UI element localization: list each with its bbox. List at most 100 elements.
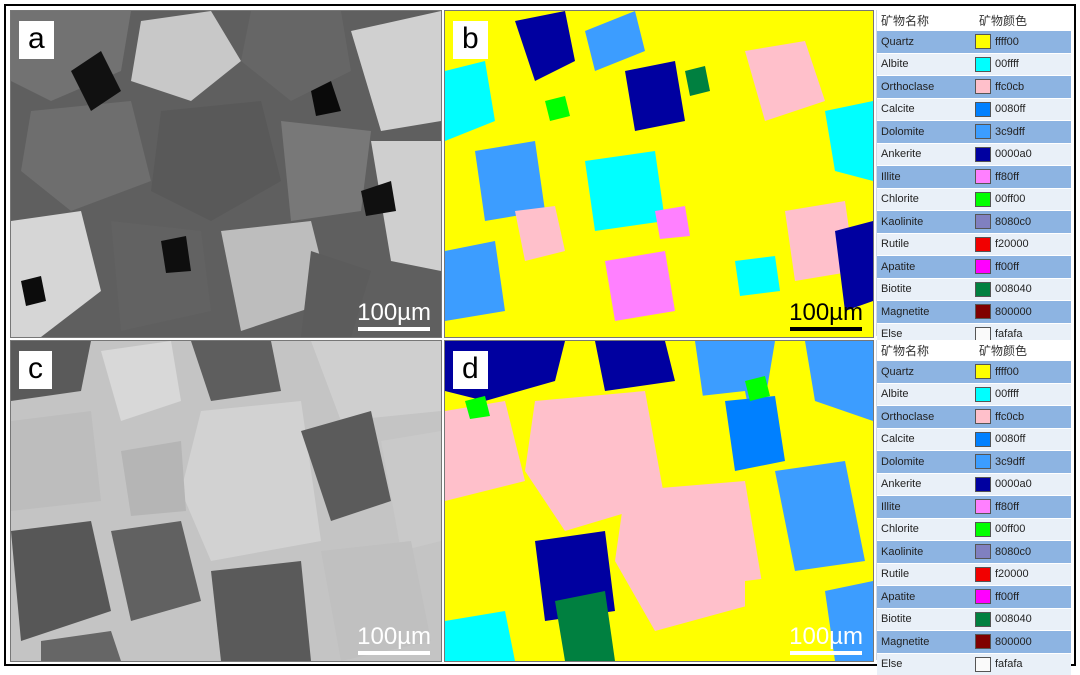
legend-header: 矿物名称 矿物颜色 xyxy=(877,10,1071,30)
legend-color-code: 0000a0 xyxy=(995,478,1032,490)
legend-color-swatch xyxy=(975,147,991,162)
legend-color-code: ffff00 xyxy=(995,366,1019,378)
legend-color-code: f20000 xyxy=(995,568,1029,580)
legend-color-swatch xyxy=(975,124,991,139)
legend-color-code: 8080c0 xyxy=(995,216,1031,228)
legend-color-swatch xyxy=(975,102,991,117)
panel-label-a: a xyxy=(19,21,54,59)
panel-label-b: b xyxy=(453,21,488,59)
legend-color-swatch xyxy=(975,499,991,514)
panel-a-sem-image: a 100µm xyxy=(10,10,442,338)
scale-bar-line-c xyxy=(358,651,430,655)
legend-mineral-name: Apatite xyxy=(877,261,975,273)
legend-color-swatch xyxy=(975,282,991,297)
legend-row-ankerite: Ankerite 0000a0 xyxy=(877,473,1071,496)
legend-mineral-name: Albite xyxy=(877,58,975,70)
legend-color-code: 0080ff xyxy=(995,433,1025,445)
scale-bar-text-b: 100µm xyxy=(789,300,863,326)
scale-bar-a: 100µm xyxy=(357,300,431,331)
mineral-grains-d xyxy=(445,341,873,661)
legend-mineral-name: Else xyxy=(877,658,975,670)
legend-mineral-name: Dolomite xyxy=(877,126,975,138)
legend-row-dolomite: Dolomite 3c9dff xyxy=(877,120,1071,143)
legend-mineral-name: Calcite xyxy=(877,433,975,445)
legend-header: 矿物名称 矿物颜色 xyxy=(877,340,1071,360)
scale-bar-b: 100µm xyxy=(789,300,863,331)
legend-mineral-name: Apatite xyxy=(877,591,975,603)
mineral-grains-b xyxy=(445,11,873,337)
legend-color-swatch xyxy=(975,237,991,252)
legend-color-swatch xyxy=(975,567,991,582)
panel-c-sem-image: c 100µm xyxy=(10,340,442,662)
legend-color-swatch xyxy=(975,304,991,319)
legend-row-albite: Albite 00ffff xyxy=(877,53,1071,76)
scale-bar-text-c: 100µm xyxy=(357,624,431,650)
panel-label-c: c xyxy=(19,351,52,389)
legend-color-code: ffc0cb xyxy=(995,411,1024,423)
legend-color-swatch xyxy=(975,409,991,424)
legend-color-swatch xyxy=(975,589,991,604)
legend-header-name: 矿物名称 xyxy=(877,12,979,29)
legend-color-code: f20000 xyxy=(995,238,1029,250)
legend-mineral-name: Albite xyxy=(877,388,975,400)
legend-color-code: 3c9dff xyxy=(995,456,1025,468)
legend-color-code: 00ff00 xyxy=(995,523,1025,535)
scale-bar-text-d: 100µm xyxy=(789,624,863,650)
legend-mineral-name: Biotite xyxy=(877,613,975,625)
scale-bar-text-a: 100µm xyxy=(357,300,431,326)
legend-mineral-name: Kaolinite xyxy=(877,216,975,228)
legend-color-swatch xyxy=(975,192,991,207)
legend-color-code: ffff00 xyxy=(995,36,1019,48)
legend-mineral-name: Calcite xyxy=(877,103,975,115)
legend-row-orthoclase: Orthoclase ffc0cb xyxy=(877,405,1071,428)
legend-row-calcite: Calcite 0080ff xyxy=(877,428,1071,451)
scale-bar-c: 100µm xyxy=(357,624,431,655)
legend-color-code: ff80ff xyxy=(995,501,1019,513)
legend-row-apatite: Apatite ff00ff xyxy=(877,255,1071,278)
legend-mineral-name: Quartz xyxy=(877,366,975,378)
legend-color-code: 0000a0 xyxy=(995,148,1032,160)
legend-header-color: 矿物颜色 xyxy=(979,12,1027,29)
panel-d-mineral-map: d 100µm xyxy=(444,340,874,662)
legend-mineral-name: Chlorite xyxy=(877,193,975,205)
legend-color-swatch xyxy=(975,657,991,672)
legend-color-swatch xyxy=(975,79,991,94)
legend-header-name: 矿物名称 xyxy=(877,342,979,359)
legend-row-else: Else fafafa xyxy=(877,653,1071,675)
legend-color-swatch xyxy=(975,214,991,229)
legend-row-chlorite: Chlorite 00ff00 xyxy=(877,518,1071,541)
scale-bar-line-b xyxy=(790,327,862,331)
legend-color-code: fafafa xyxy=(995,658,1023,670)
legend-color-code: ff00ff xyxy=(995,261,1019,273)
legend-mineral-name: Illite xyxy=(877,501,975,513)
legend-row-calcite: Calcite 0080ff xyxy=(877,98,1071,121)
sem-grains-c xyxy=(11,341,441,661)
scale-bar-line-d xyxy=(790,651,862,655)
legend-color-swatch xyxy=(975,364,991,379)
legend-color-swatch xyxy=(975,387,991,402)
legend-mineral-name: Magnetite xyxy=(877,306,975,318)
figure-frame: a 100µm b xyxy=(4,4,1076,666)
legend-row-illite: Illite ff80ff xyxy=(877,495,1071,518)
legend-color-code: 3c9dff xyxy=(995,126,1025,138)
legend-mineral-name: Orthoclase xyxy=(877,411,975,423)
legend-color-swatch xyxy=(975,259,991,274)
panel-b-mineral-map: b 100µm xyxy=(444,10,874,338)
legend-mineral-name: Chlorite xyxy=(877,523,975,535)
legend-mineral-name: Ankerite xyxy=(877,478,975,490)
legend-mineral-name: Illite xyxy=(877,171,975,183)
legend-color-code: 0080ff xyxy=(995,103,1025,115)
legend-color-code: 00ffff xyxy=(995,58,1019,70)
